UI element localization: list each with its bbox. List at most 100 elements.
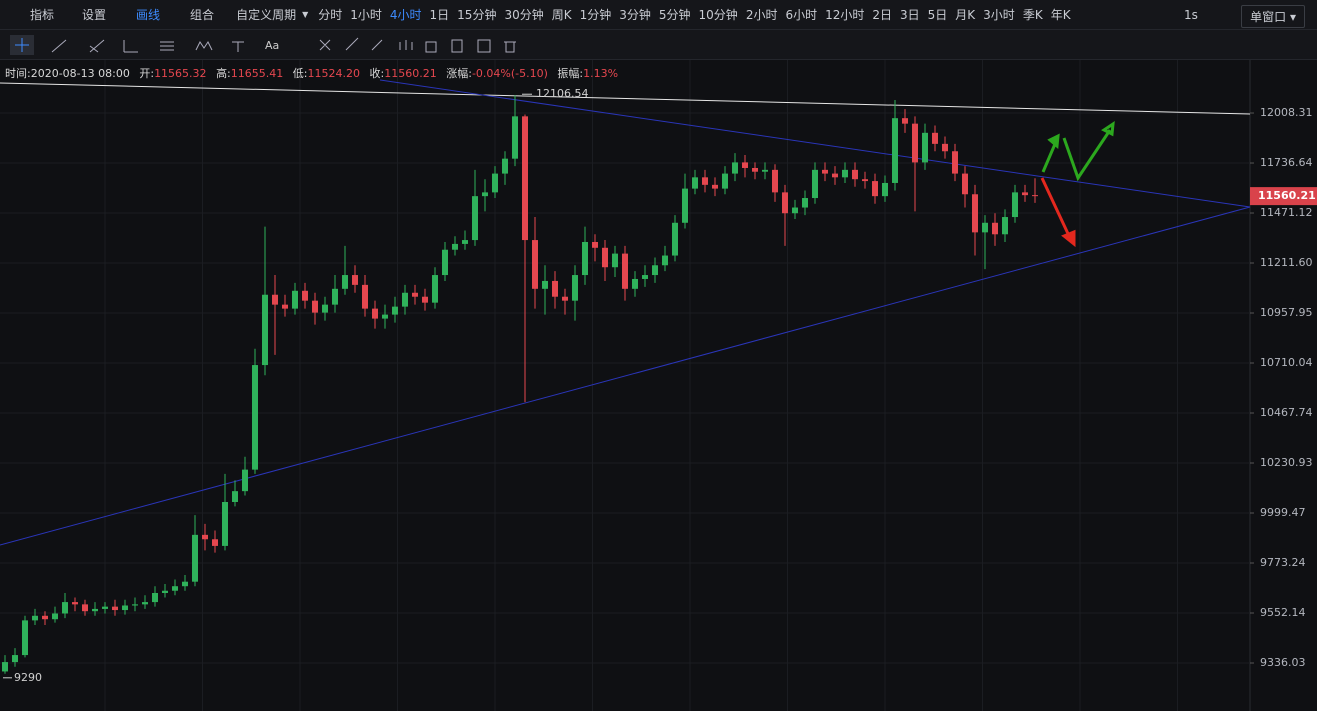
toolbar-item[interactable]: 画线 bbox=[136, 8, 161, 22]
candle-body bbox=[802, 198, 808, 208]
period[interactable]: 1小时 bbox=[350, 8, 382, 22]
info-value: -0.04%(-5.10) bbox=[471, 67, 548, 80]
candle-body bbox=[902, 118, 908, 124]
candle-body bbox=[462, 240, 468, 244]
candle-body bbox=[412, 292, 418, 297]
candle-body bbox=[662, 255, 668, 266]
candle-body bbox=[642, 275, 648, 279]
period[interactable]: 年K bbox=[1050, 8, 1071, 22]
period[interactable]: 5分钟 bbox=[658, 8, 691, 22]
period[interactable]: 周K bbox=[551, 8, 572, 22]
candle-body bbox=[502, 158, 508, 174]
info-label: 低: bbox=[292, 67, 308, 80]
y-tick-label: 11211.60 bbox=[1260, 256, 1313, 269]
period[interactable]: 3小时 bbox=[983, 8, 1015, 22]
period[interactable]: 2日 bbox=[872, 8, 893, 22]
candle-body bbox=[1002, 217, 1008, 235]
period[interactable]: 3分钟 bbox=[619, 8, 651, 22]
period[interactable]: 30分钟 bbox=[504, 8, 544, 22]
candle-body bbox=[122, 605, 128, 611]
drawing-toolbar: Aa bbox=[0, 30, 1317, 60]
refresh-rate[interactable]: 1s bbox=[1184, 7, 1198, 22]
period-menu[interactable]: 自定义周期 bbox=[236, 8, 297, 22]
candle-body bbox=[962, 173, 968, 195]
candle-body bbox=[772, 169, 778, 193]
candle-body bbox=[302, 290, 308, 301]
y-tick-label: 9999.47 bbox=[1260, 506, 1306, 519]
candle-body bbox=[852, 169, 858, 180]
candle-body bbox=[792, 207, 798, 214]
low-label: 9290 bbox=[14, 671, 42, 684]
toolbar-item[interactable]: 设置 bbox=[82, 8, 107, 22]
candle-body bbox=[272, 294, 278, 305]
candle-body bbox=[342, 275, 348, 289]
candle-body bbox=[982, 222, 988, 233]
candle-body bbox=[482, 192, 488, 197]
candle-body bbox=[1012, 192, 1018, 218]
toolbar-item[interactable]: 组合 bbox=[190, 8, 215, 22]
candle-body bbox=[472, 196, 478, 241]
tool-icons: Aa bbox=[10, 35, 516, 55]
candle-body bbox=[872, 181, 878, 197]
info-label: 涨幅: bbox=[446, 67, 472, 80]
period[interactable]: 3日 bbox=[900, 8, 920, 22]
toolbar-item[interactable]: 指标 bbox=[30, 8, 55, 22]
candle-body bbox=[142, 602, 148, 605]
candle-body bbox=[812, 169, 818, 199]
period[interactable]: 分时 bbox=[318, 8, 343, 22]
candle-body bbox=[402, 292, 408, 307]
candle-body bbox=[242, 469, 248, 492]
candle-body bbox=[542, 280, 548, 289]
candle-body bbox=[522, 116, 528, 241]
period[interactable]: 12小时 bbox=[825, 8, 865, 22]
candle-body bbox=[552, 280, 558, 297]
candle-body bbox=[22, 620, 28, 656]
info-label: 开: bbox=[139, 67, 155, 80]
period[interactable]: 10分钟 bbox=[698, 8, 738, 22]
candle-body bbox=[952, 151, 958, 174]
candle-body bbox=[132, 604, 138, 606]
info-value: 11565.32 bbox=[154, 67, 207, 80]
trend-line bbox=[0, 82, 1251, 115]
period[interactable]: 1分钟 bbox=[579, 8, 612, 22]
period[interactable]: 15分钟 bbox=[457, 8, 497, 22]
candle-body bbox=[602, 247, 608, 268]
candle-body bbox=[842, 169, 848, 178]
y-tick-label: 9552.14 bbox=[1260, 606, 1306, 619]
y-tick-label: 10467.74 bbox=[1260, 406, 1313, 419]
candle-body bbox=[992, 222, 998, 235]
candle-body bbox=[622, 253, 628, 289]
peak-label: 12106.54 bbox=[536, 87, 589, 100]
top-toolbar: 指标 设置 画线 组合 自定义周期 ▼ 分时 1小时 4小时 1日 15分钟 30分钟 周K 1… bbox=[0, 0, 1317, 30]
candle-body bbox=[582, 241, 588, 276]
info-value: 11560.21 bbox=[384, 67, 437, 80]
candle-body bbox=[832, 173, 838, 178]
candle-body bbox=[2, 662, 8, 672]
candle-body bbox=[392, 306, 398, 315]
period[interactable]: 季K bbox=[1022, 8, 1043, 22]
y-tick-label: 11471.12 bbox=[1260, 206, 1313, 219]
arrow-up bbox=[1041, 133, 1060, 173]
candle-body bbox=[932, 132, 938, 144]
candle-body bbox=[862, 179, 868, 182]
candle-body bbox=[292, 290, 298, 309]
y-tick-label: 10710.04 bbox=[1260, 356, 1313, 369]
candle-body bbox=[252, 365, 258, 470]
candle-body bbox=[682, 188, 688, 223]
candle-body bbox=[52, 613, 58, 620]
candle-body bbox=[1022, 192, 1028, 196]
period[interactable]: 2小时 bbox=[745, 8, 778, 22]
period[interactable]: 5日 bbox=[927, 8, 948, 22]
period[interactable]: 6小时 bbox=[785, 8, 818, 22]
icon bbox=[51, 39, 244, 53]
period[interactable]: 月K bbox=[955, 8, 976, 22]
period[interactable]: 1日 bbox=[429, 8, 450, 22]
text-tool[interactable]: Aa bbox=[265, 39, 279, 52]
y-tick-label: 10230.93 bbox=[1260, 456, 1313, 469]
period[interactable]: 4小时 bbox=[389, 8, 422, 22]
candle-body bbox=[112, 606, 118, 611]
y-tick-label: 12008.31 bbox=[1260, 106, 1313, 119]
window-menu[interactable]: 单窗口 ▾ bbox=[1241, 5, 1305, 28]
last-price-label: 11560.21 bbox=[1258, 189, 1316, 202]
